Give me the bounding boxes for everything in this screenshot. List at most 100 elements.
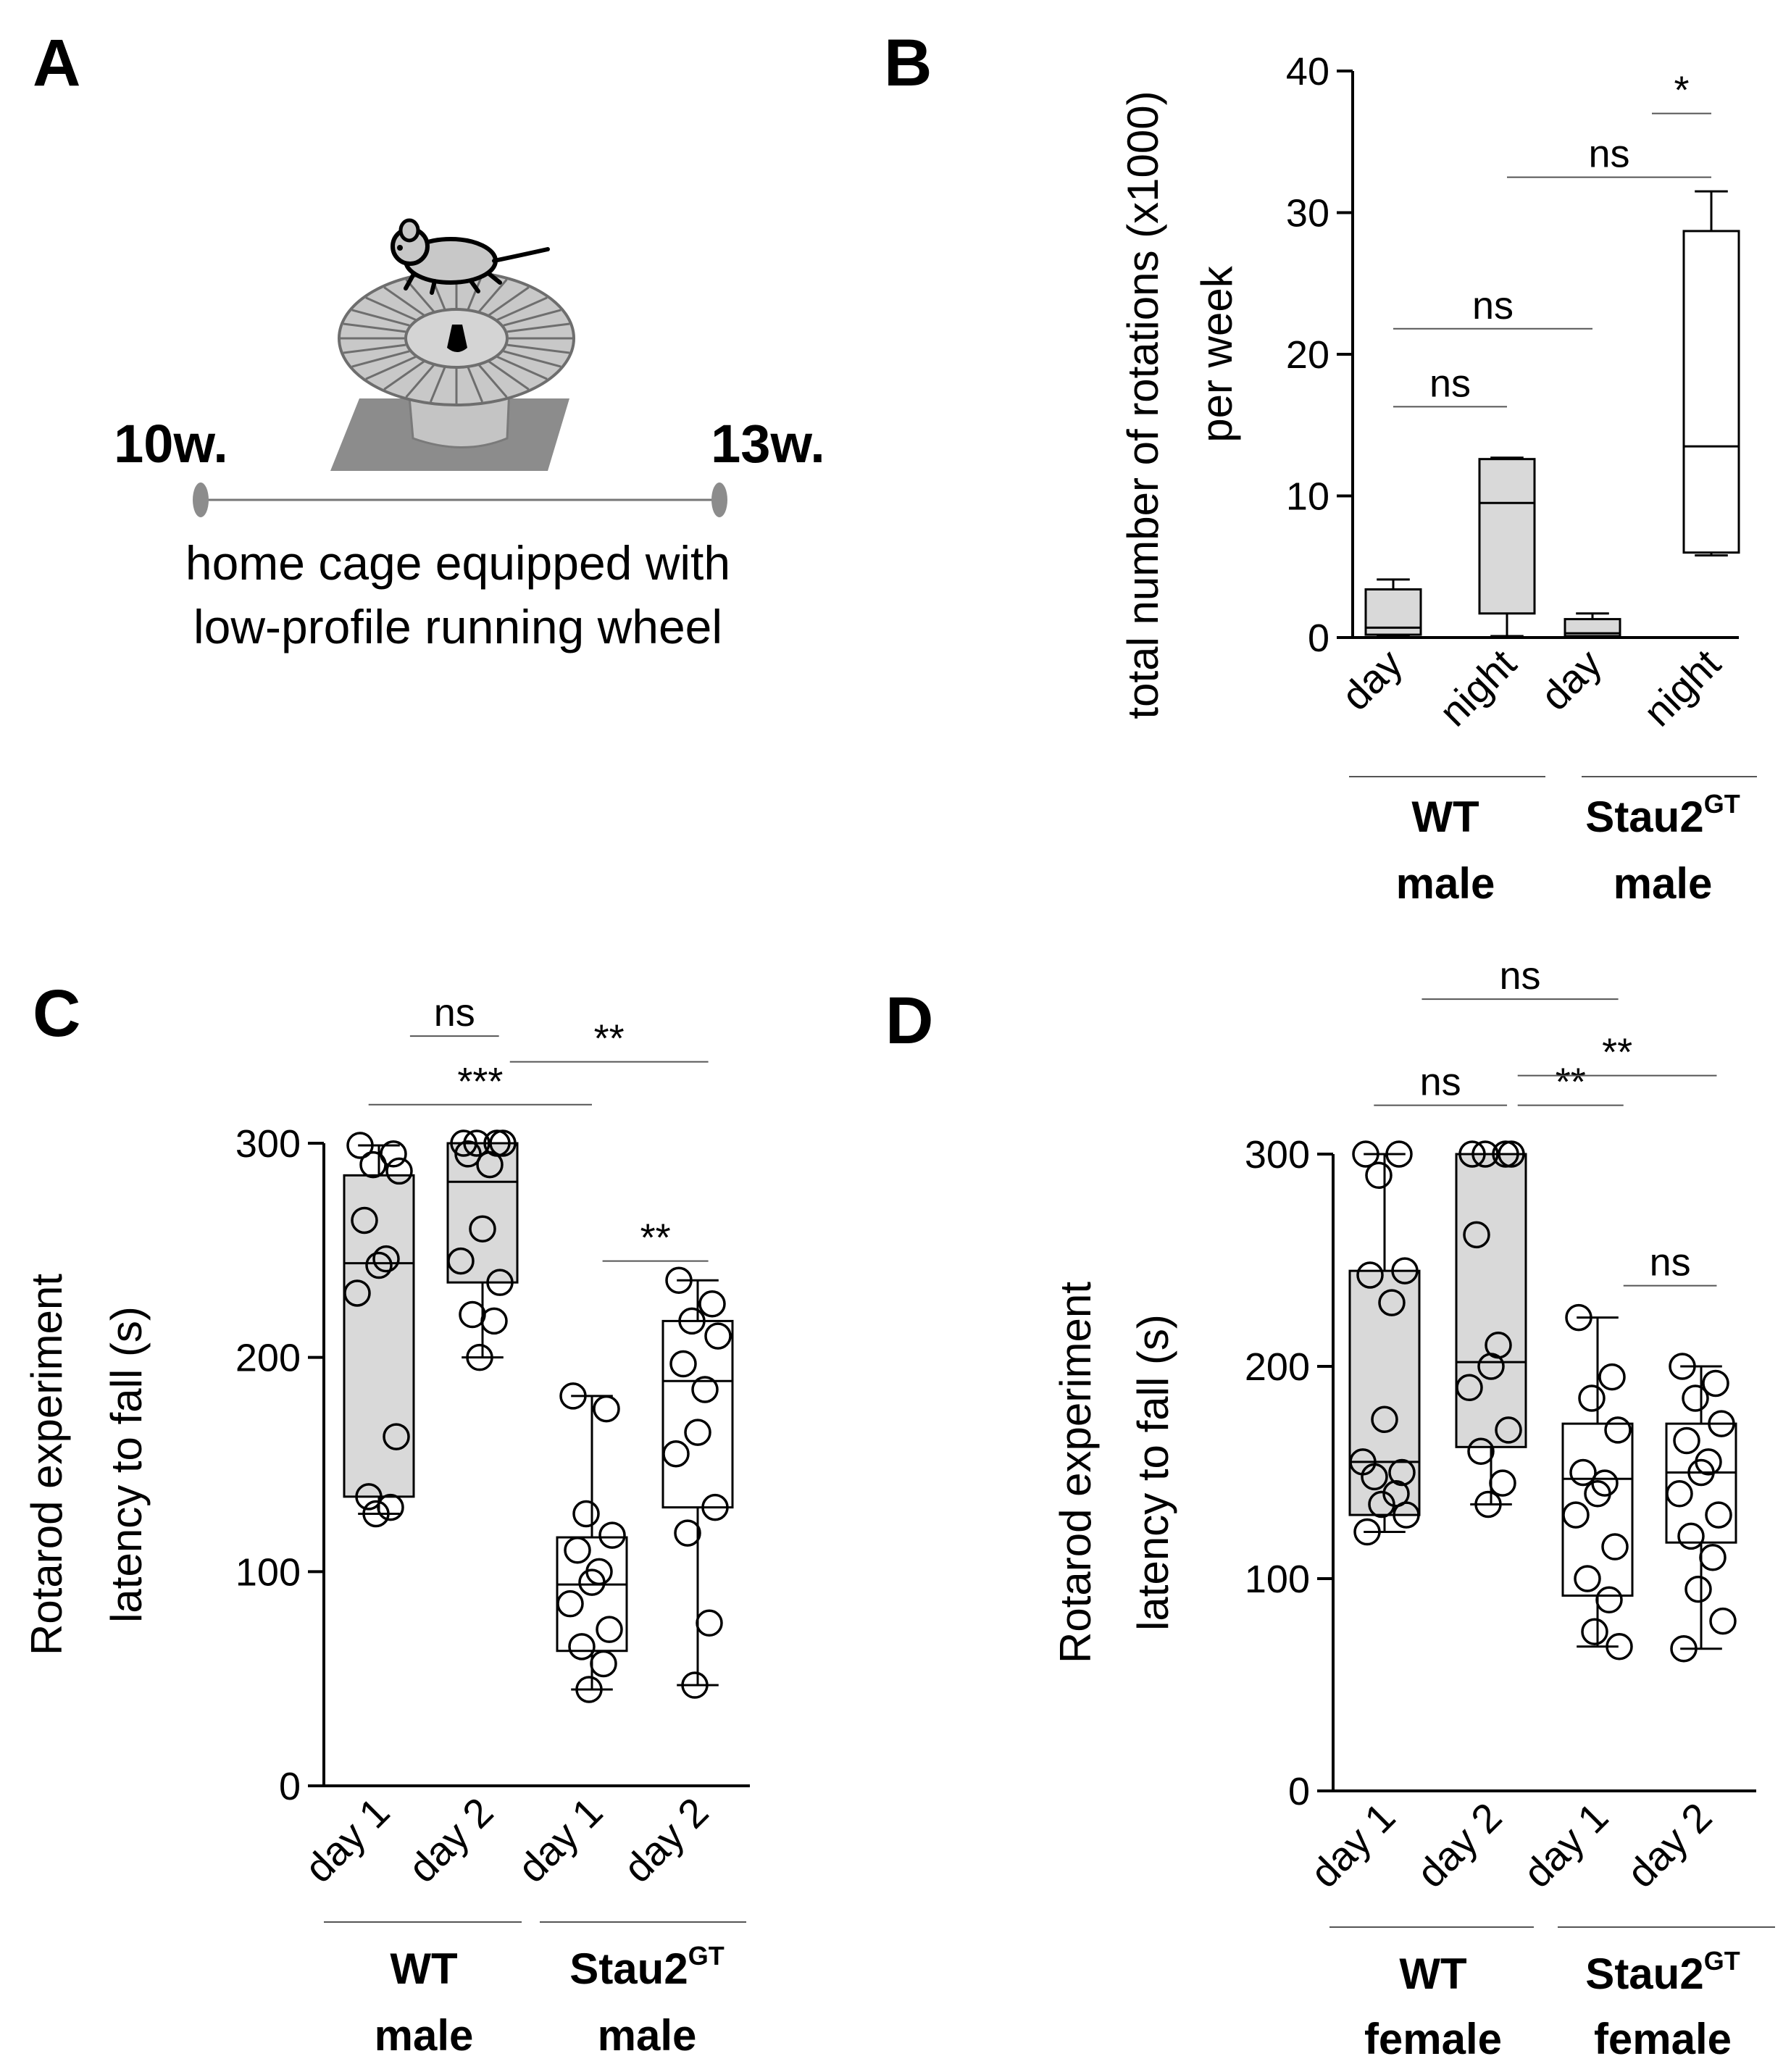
data-point	[1569, 1458, 1597, 1487]
significance-label: ns	[1588, 133, 1629, 176]
data-point	[1687, 1458, 1715, 1487]
group-label-line-1: WT	[1399, 1950, 1466, 1998]
data-point	[1677, 1522, 1705, 1550]
data-point	[365, 1251, 393, 1279]
data-point	[1604, 1416, 1632, 1444]
box-iqr	[1348, 1269, 1421, 1516]
y-tick-label: 200	[235, 1337, 301, 1380]
data-point	[1598, 1363, 1626, 1391]
category-label: night	[1635, 640, 1729, 735]
group-name: Stau2	[1585, 793, 1703, 841]
data-point	[1601, 1533, 1629, 1561]
data-point	[1595, 1586, 1623, 1614]
data-point	[1669, 1353, 1696, 1380]
data-point	[1368, 1490, 1395, 1519]
data-point	[480, 1307, 508, 1335]
group-label-line-1: Stau2GT	[1585, 1946, 1740, 1998]
data-point	[696, 1609, 723, 1637]
data-point	[351, 1206, 378, 1235]
data-point	[1477, 1353, 1505, 1380]
chart-b: 0 10 20 30 40 total number of rotations (x100…	[1119, 50, 1757, 908]
category-label: day 1	[509, 1789, 611, 1891]
data-point	[559, 1382, 587, 1410]
category-label: night	[1430, 640, 1525, 735]
group-label-line-2: male	[375, 2011, 474, 2060]
significance-label: **	[640, 1216, 671, 1260]
data-point	[662, 1440, 690, 1468]
data-point	[1670, 1634, 1698, 1663]
data-point	[1708, 1410, 1735, 1437]
data-point	[1578, 1384, 1606, 1412]
data-point	[691, 1376, 719, 1403]
data-point	[556, 1589, 584, 1618]
y-axis-title-line-1: Rotarod experiment	[22, 1274, 71, 1655]
data-point	[698, 1290, 726, 1318]
y-tick-label: 40	[1286, 50, 1329, 93]
data-point	[678, 1307, 706, 1335]
data-point	[598, 1521, 626, 1549]
data-point	[1682, 1384, 1709, 1412]
data-point	[578, 1568, 606, 1596]
data-point	[1393, 1501, 1420, 1529]
category-label: day 2	[1408, 1794, 1510, 1896]
y-axis-title-line-1: total number of rotations (x1000)	[1119, 91, 1167, 719]
data-point	[476, 1150, 504, 1179]
data-point	[1378, 1289, 1406, 1316]
data-point	[486, 1269, 514, 1296]
data-point	[454, 1140, 482, 1168]
category-label: day 1	[296, 1789, 398, 1891]
data-point	[1489, 1469, 1516, 1497]
y-tick-label: 30	[1286, 192, 1329, 235]
data-point	[1498, 1140, 1525, 1168]
data-point	[1673, 1426, 1700, 1455]
data-point	[684, 1419, 711, 1446]
significance-label: ns	[1650, 1241, 1691, 1284]
group-name: Stau2	[1585, 1950, 1703, 1998]
data-point	[359, 1150, 387, 1179]
data-point	[346, 1132, 374, 1159]
y-tick-label: 300	[1245, 1133, 1310, 1177]
data-point	[1562, 1501, 1590, 1529]
data-point	[372, 1245, 400, 1273]
y-tick-label: 0	[1288, 1770, 1310, 1813]
y-tick-label: 100	[1245, 1558, 1310, 1601]
data-point	[665, 1266, 693, 1294]
y-tick-label: 20	[1286, 333, 1329, 377]
data-point	[1353, 1518, 1381, 1546]
data-point	[701, 1493, 729, 1521]
data-point	[1709, 1607, 1737, 1635]
significance-label: **	[1556, 1061, 1586, 1104]
box-iqr	[1455, 1153, 1527, 1448]
y-tick-label: 200	[1245, 1345, 1310, 1389]
data-point	[568, 1633, 596, 1660]
data-point	[1361, 1463, 1388, 1491]
category-label: day	[1332, 640, 1411, 719]
data-point	[1702, 1369, 1729, 1398]
y-tick-label: 300	[235, 1122, 301, 1166]
data-point	[489, 1129, 517, 1157]
group-label-line-2: male	[598, 2011, 697, 2060]
group-label-line-1: WT	[390, 1944, 457, 1993]
data-point	[1492, 1140, 1519, 1168]
data-point	[1705, 1501, 1732, 1529]
y-axis-title-line-1: Rotarod experiment	[1051, 1282, 1100, 1663]
significance-label: ns	[434, 991, 475, 1035]
significance-label: *	[1674, 69, 1689, 112]
data-point	[1606, 1633, 1633, 1660]
data-point	[681, 1671, 709, 1699]
data-point	[343, 1279, 371, 1307]
group-label-line-2: female	[1364, 2015, 1502, 2063]
mouse-icon	[391, 218, 550, 295]
group-name: WT	[1399, 1950, 1466, 1998]
group-label-line-1: Stau2GT	[1585, 789, 1740, 841]
data-point	[355, 1483, 383, 1511]
data-point	[1365, 1161, 1393, 1190]
group-superscript: GT	[688, 1941, 725, 1971]
data-point	[1574, 1565, 1601, 1592]
data-point	[377, 1493, 404, 1521]
caption-line-2: low-profile running wheel	[193, 600, 722, 653]
data-point	[1684, 1575, 1712, 1603]
data-point	[1471, 1140, 1499, 1168]
data-point	[1456, 1374, 1483, 1402]
